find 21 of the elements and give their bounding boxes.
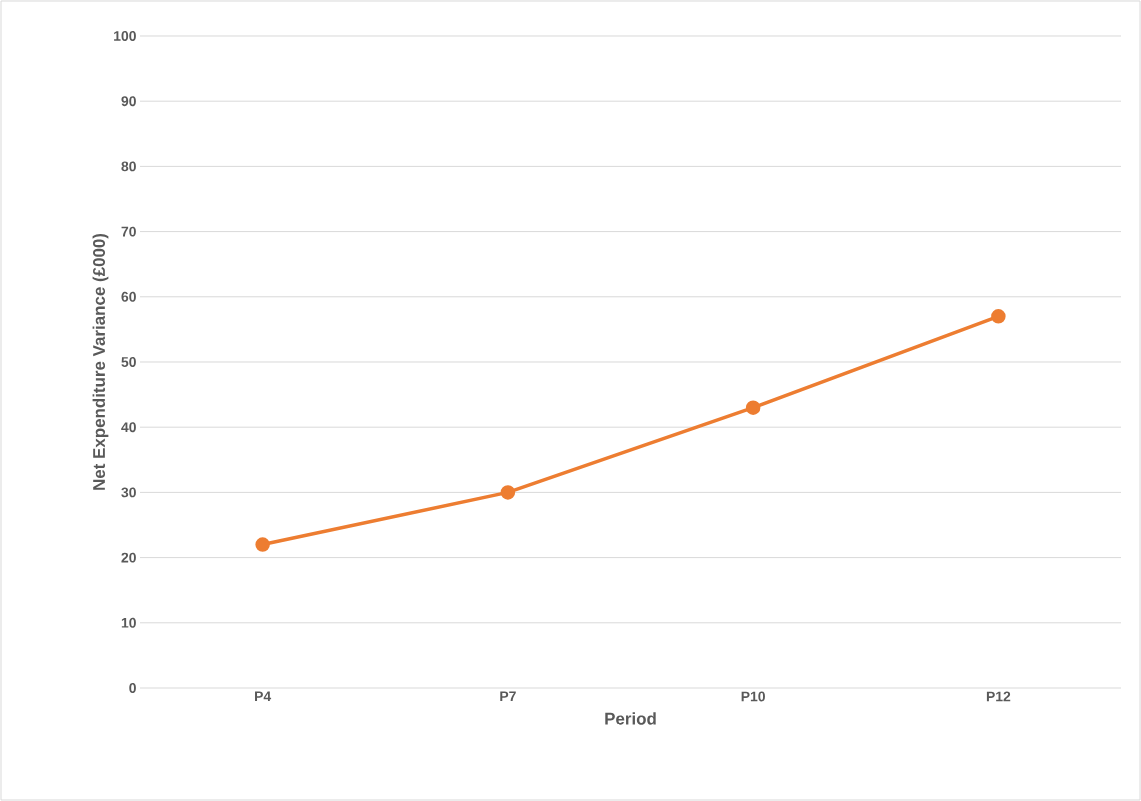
point: [745, 400, 761, 415]
point: [500, 485, 516, 500]
y-tick-label: 20: [121, 552, 136, 563]
y-tick-label: 40: [121, 422, 136, 433]
y-tick-label: 100: [114, 31, 136, 41]
x-tick-label: P12: [986, 691, 1011, 702]
y-axis-title: Net Expenditure Variance (£000): [92, 233, 109, 490]
y-tick-label: 90: [121, 96, 136, 107]
point: [991, 309, 1006, 324]
x-tick-label: P7: [500, 691, 516, 702]
y-tick-label: 30: [121, 487, 136, 498]
y-tick-label: 0: [129, 683, 136, 693]
y-tick-label: 60: [121, 291, 136, 302]
point: [255, 537, 270, 552]
y-tick-label: 80: [121, 161, 136, 172]
y-tick-label: 70: [121, 226, 136, 237]
x-tick-label: P10: [741, 691, 765, 702]
x-axis-title: Period: [605, 712, 656, 725]
y-tick-label: 10: [121, 617, 136, 628]
x-tick-label: P4: [255, 691, 272, 702]
y-tick-label: 50: [121, 357, 136, 367]
